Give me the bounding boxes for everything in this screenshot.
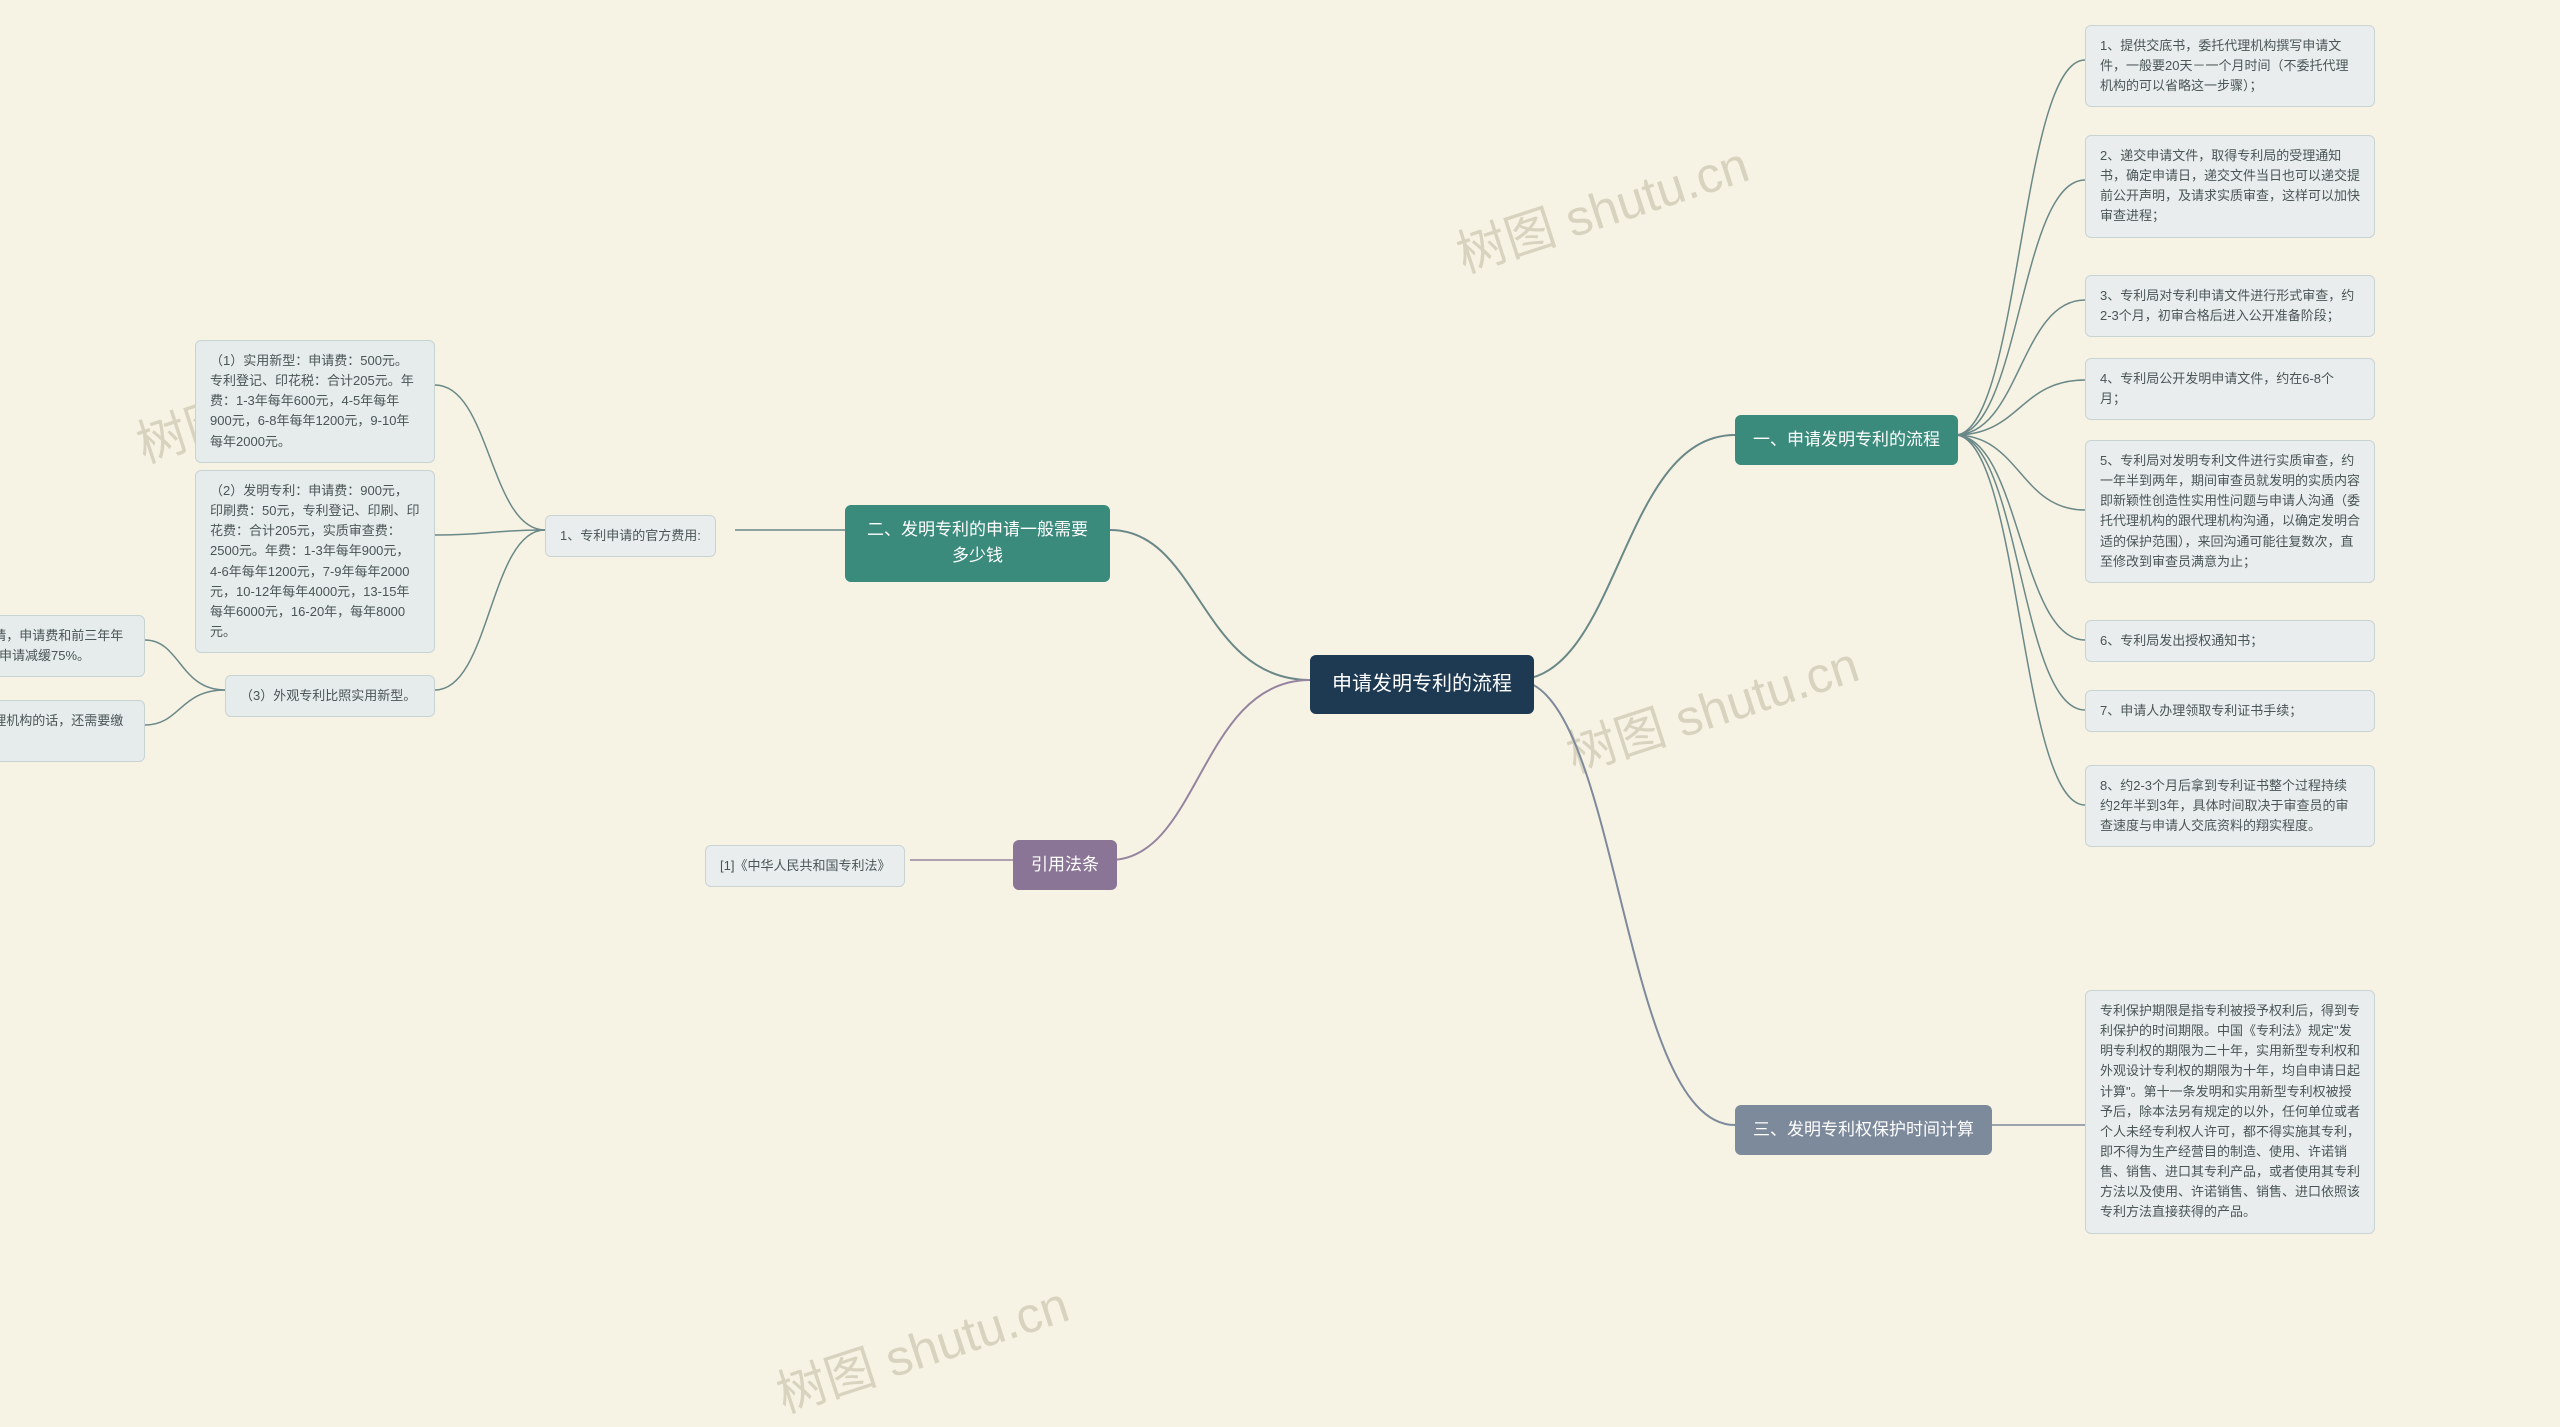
b1-leaf-2: 2、递交申请文件，取得专利局的受理通知书，确定申请日，递交文件当日也可以递交提前… [2085,135,2375,238]
b2-sub-3: （3）外观专利比照实用新型。 [225,675,435,717]
b2-sub-3b: 3、如果是委托代理机构的话，还需要缴纳代理费。 [0,700,145,762]
b1-leaf-7: 7、申请人办理领取专利证书手续； [2085,690,2375,732]
b4-leaf-1: [1]《中华人民共和国专利法》 [705,845,905,887]
b1-leaf-8: 8、约2-3个月后拿到专利证书整个过程持续约2年半到3年，具体时间取决于审查员的… [2085,765,2375,847]
b2-sub-1: （1）实用新型：申请费：500元。专利登记、印花税：合计205元。年费：1-3年… [195,340,435,463]
b3-leaf-1: 专利保护期限是指专利被授予权利后，得到专利保护的时间期限。中国《专利法》规定"发… [2085,990,2375,1234]
branch-4: 引用法条 [1013,840,1117,890]
b1-leaf-1: 1、提供交底书，委托代理机构撰写申请文件，一般要20天－一个月时间（不委托代理机… [2085,25,2375,107]
b1-leaf-3: 3、专利局对专利申请文件进行形式审查，约2-3个月，初审合格后进入公开准备阶段； [2085,275,2375,337]
b2-sub-3a: 2、如果是个人申请，申请费和前三年年费减缓85%；公司申请减缓75%。 [0,615,145,677]
b2-child: 1、专利申请的官方费用: [545,515,716,557]
b2-sub-2: （2）发明专利：申请费：900元，印刷费：50元，专利登记、印刷、印花费：合计2… [195,470,435,653]
root-node: 申请发明专利的流程 [1310,655,1534,714]
branch-3: 三、发明专利权保护时间计算 [1735,1105,1992,1155]
branch-1: 一、申请发明专利的流程 [1735,415,1958,465]
b1-leaf-5: 5、专利局对发明专利文件进行实质审查，约一年半到两年，期间审查员就发明的实质内容… [2085,440,2375,583]
watermark: 树图 shutu.cn [1446,125,1756,287]
watermark: 树图 shutu.cn [1556,625,1866,787]
b1-leaf-4: 4、专利局公开发明申请文件，约在6-8个月； [2085,358,2375,420]
branch-2: 二、发明专利的申请一般需要多少钱 [845,505,1110,582]
watermark: 树图 shutu.cn [766,1265,1076,1427]
b1-leaf-6: 6、专利局发出授权通知书； [2085,620,2375,662]
